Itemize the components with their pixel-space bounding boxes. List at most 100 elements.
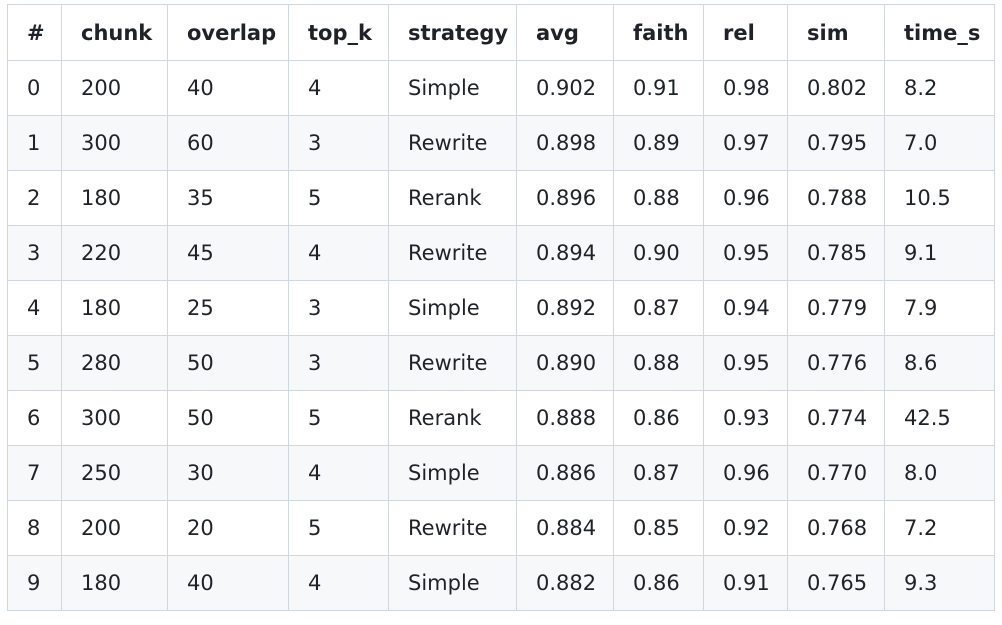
cell-faith: 0.86 xyxy=(613,390,704,446)
cell-avg: 0.898 xyxy=(516,115,614,171)
cell-strategy: Rerank xyxy=(388,170,517,226)
cell-index: 7 xyxy=(7,445,62,501)
cell-faith: 0.87 xyxy=(613,280,704,336)
cell-time-s: 7.9 xyxy=(884,280,995,336)
results-table: # chunk overlap top_k strategy avg faith… xyxy=(7,4,995,611)
cell-overlap: 20 xyxy=(167,500,289,556)
cell-index: 6 xyxy=(7,390,62,446)
cell-sim: 0.770 xyxy=(787,445,885,501)
cell-chunk: 180 xyxy=(61,555,168,611)
cell-top-k: 4 xyxy=(288,60,389,116)
cell-overlap: 60 xyxy=(167,115,289,171)
cell-sim: 0.768 xyxy=(787,500,885,556)
header-cell-time-s: time_s xyxy=(884,4,995,61)
cell-strategy: Simple xyxy=(388,60,517,116)
cell-faith: 0.88 xyxy=(613,170,704,226)
cell-faith: 0.89 xyxy=(613,115,704,171)
cell-chunk: 250 xyxy=(61,445,168,501)
cell-faith: 0.88 xyxy=(613,335,704,391)
cell-overlap: 30 xyxy=(167,445,289,501)
cell-avg: 0.902 xyxy=(516,60,614,116)
cell-rel: 0.96 xyxy=(703,445,788,501)
cell-strategy: Rerank xyxy=(388,390,517,446)
cell-time-s: 42.5 xyxy=(884,390,995,446)
cell-strategy: Simple xyxy=(388,445,517,501)
cell-overlap: 45 xyxy=(167,225,289,281)
cell-index: 1 xyxy=(7,115,62,171)
table-row: 5 280 50 3 Rewrite 0.890 0.88 0.95 0.776… xyxy=(7,335,995,391)
cell-time-s: 7.2 xyxy=(884,500,995,556)
cell-chunk: 200 xyxy=(61,60,168,116)
header-cell-rel: rel xyxy=(703,4,788,61)
table-row: 7 250 30 4 Simple 0.886 0.87 0.96 0.770 … xyxy=(7,445,995,501)
cell-rel: 0.92 xyxy=(703,500,788,556)
cell-index: 0 xyxy=(7,60,62,116)
cell-top-k: 5 xyxy=(288,170,389,226)
cell-sim: 0.802 xyxy=(787,60,885,116)
cell-index: 4 xyxy=(7,280,62,336)
cell-sim: 0.785 xyxy=(787,225,885,281)
cell-rel: 0.98 xyxy=(703,60,788,116)
cell-avg: 0.884 xyxy=(516,500,614,556)
cell-faith: 0.86 xyxy=(613,555,704,611)
table-row: 6 300 50 5 Rerank 0.888 0.86 0.93 0.774 … xyxy=(7,390,995,446)
cell-top-k: 5 xyxy=(288,500,389,556)
header-cell-faith: faith xyxy=(613,4,704,61)
cell-rel: 0.96 xyxy=(703,170,788,226)
header-cell-top-k: top_k xyxy=(288,4,389,61)
cell-faith: 0.85 xyxy=(613,500,704,556)
cell-time-s: 9.3 xyxy=(884,555,995,611)
cell-top-k: 4 xyxy=(288,555,389,611)
cell-overlap: 50 xyxy=(167,390,289,446)
header-cell-overlap: overlap xyxy=(167,4,289,61)
cell-index: 5 xyxy=(7,335,62,391)
cell-overlap: 50 xyxy=(167,335,289,391)
cell-time-s: 8.6 xyxy=(884,335,995,391)
cell-avg: 0.890 xyxy=(516,335,614,391)
cell-faith: 0.91 xyxy=(613,60,704,116)
cell-strategy: Simple xyxy=(388,555,517,611)
cell-faith: 0.87 xyxy=(613,445,704,501)
cell-strategy: Rewrite xyxy=(388,115,517,171)
table-row: 0 200 40 4 Simple 0.902 0.91 0.98 0.802 … xyxy=(7,60,995,116)
cell-sim: 0.788 xyxy=(787,170,885,226)
cell-strategy: Rewrite xyxy=(388,225,517,281)
cell-overlap: 40 xyxy=(167,555,289,611)
cell-time-s: 7.0 xyxy=(884,115,995,171)
cell-top-k: 4 xyxy=(288,225,389,281)
cell-rel: 0.95 xyxy=(703,225,788,281)
cell-sim: 0.774 xyxy=(787,390,885,446)
header-cell-chunk: chunk xyxy=(61,4,168,61)
cell-top-k: 3 xyxy=(288,335,389,391)
cell-overlap: 35 xyxy=(167,170,289,226)
cell-time-s: 9.1 xyxy=(884,225,995,281)
cell-time-s: 8.0 xyxy=(884,445,995,501)
cell-strategy: Simple xyxy=(388,280,517,336)
cell-index: 8 xyxy=(7,500,62,556)
cell-chunk: 280 xyxy=(61,335,168,391)
cell-overlap: 40 xyxy=(167,60,289,116)
table-row: 9 180 40 4 Simple 0.882 0.86 0.91 0.765 … xyxy=(7,555,995,611)
cell-top-k: 4 xyxy=(288,445,389,501)
cell-avg: 0.888 xyxy=(516,390,614,446)
table-row: 3 220 45 4 Rewrite 0.894 0.90 0.95 0.785… xyxy=(7,225,995,281)
cell-sim: 0.795 xyxy=(787,115,885,171)
cell-chunk: 220 xyxy=(61,225,168,281)
cell-chunk: 300 xyxy=(61,115,168,171)
header-cell-sim: sim xyxy=(787,4,885,61)
cell-overlap: 25 xyxy=(167,280,289,336)
cell-time-s: 10.5 xyxy=(884,170,995,226)
cell-strategy: Rewrite xyxy=(388,500,517,556)
cell-index: 2 xyxy=(7,170,62,226)
table-header: # chunk overlap top_k strategy avg faith… xyxy=(7,4,995,61)
cell-faith: 0.90 xyxy=(613,225,704,281)
cell-top-k: 3 xyxy=(288,115,389,171)
cell-avg: 0.894 xyxy=(516,225,614,281)
table-row: 1 300 60 3 Rewrite 0.898 0.89 0.97 0.795… xyxy=(7,115,995,171)
cell-sim: 0.779 xyxy=(787,280,885,336)
header-cell-strategy: strategy xyxy=(388,4,517,61)
cell-strategy: Rewrite xyxy=(388,335,517,391)
cell-time-s: 8.2 xyxy=(884,60,995,116)
cell-avg: 0.892 xyxy=(516,280,614,336)
cell-index: 3 xyxy=(7,225,62,281)
